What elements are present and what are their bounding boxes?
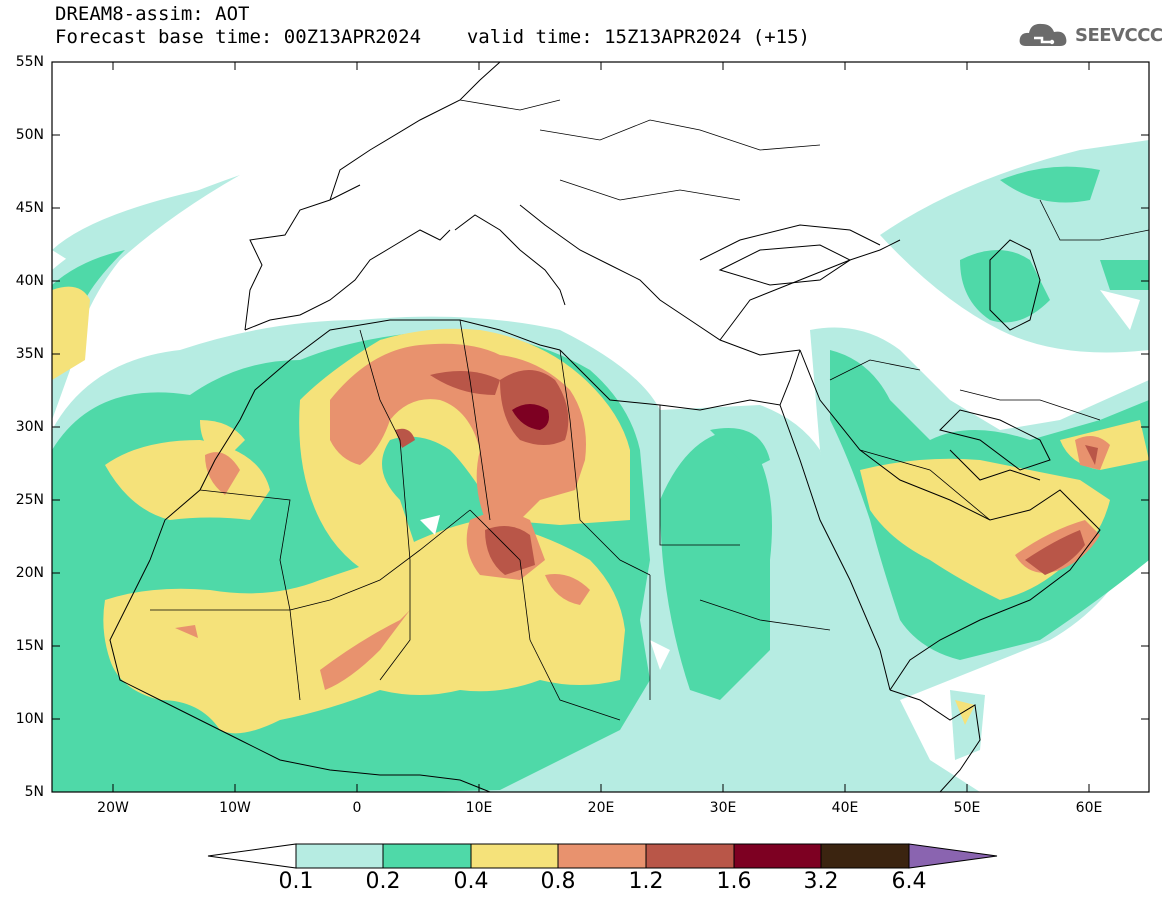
- lat-label-20n: 20N: [15, 565, 44, 581]
- lat-label-40n: 40N: [15, 273, 44, 289]
- lon-label-0: 0: [352, 800, 362, 816]
- cloud-icon: [1019, 23, 1067, 46]
- colorbar-segment-above: [908, 843, 998, 869]
- lat-label-30n: 30N: [15, 419, 44, 435]
- colorbar-segment-5: [645, 843, 735, 869]
- lon-label-40e: 40E: [831, 800, 859, 816]
- lon-label-20e: 20E: [587, 800, 615, 816]
- country-borders: [150, 99, 1150, 721]
- lon-label-20w: 20W: [97, 800, 129, 816]
- logo-text: SEEVCCC: [1075, 25, 1163, 46]
- lat-label-55n: 55N: [15, 54, 44, 70]
- colorbar-segment-3: [470, 843, 559, 869]
- colorbar-label-1.2: 1.2: [628, 869, 664, 894]
- lat-label-25n: 25N: [15, 492, 44, 508]
- lat-label-10n: 10N: [15, 711, 44, 727]
- colorbar-segment-1: [295, 843, 384, 869]
- lon-label-30e: 30E: [709, 800, 737, 816]
- lon-label-50e: 50E: [953, 800, 981, 816]
- colorbar-segment-6: [733, 843, 822, 869]
- colorbar-label-0.4: 0.4: [453, 869, 489, 894]
- colorbar: [207, 843, 998, 869]
- map-title: DREAM8-assim: AOT: [55, 3, 250, 25]
- lat-label-35n: 35N: [15, 346, 44, 362]
- lat-label-50n: 50N: [15, 127, 44, 143]
- valid-time-label: valid time: 15Z13APR2024 (+15): [466, 26, 810, 48]
- axis-ticks: [52, 61, 1149, 793]
- colorbar-label-0.1: 0.1: [278, 869, 314, 894]
- colorbar-segment-7: [820, 843, 910, 869]
- map-subtitle: Forecast base time: 00Z13APR2024 valid t…: [55, 26, 810, 48]
- clear-areas: [420, 290, 1140, 670]
- seevccc-logo: SEEVCCC: [1018, 18, 1163, 58]
- lon-label-10w: 10W: [219, 800, 251, 816]
- colorbar-label-1.6: 1.6: [716, 869, 752, 894]
- lat-label-5n: 5N: [24, 784, 44, 800]
- aot-field: [52, 62, 1149, 792]
- coastlines: [109, 61, 1101, 793]
- colorbar-label-0.2: 0.2: [365, 869, 401, 894]
- aot-level-1.6: [512, 404, 549, 430]
- lon-label-10e: 10E: [465, 800, 493, 816]
- colorbar-segment-4: [557, 843, 647, 869]
- lon-label-60e: 60E: [1075, 800, 1103, 816]
- colorbar-segment-2: [382, 843, 472, 869]
- base-time-label: Forecast base time: 00Z13APR2024: [55, 26, 422, 48]
- lat-label-45n: 45N: [15, 200, 44, 216]
- colorbar-label-0.8: 0.8: [540, 869, 576, 894]
- lat-label-15n: 15N: [15, 638, 44, 654]
- colorbar-segment-below: [207, 843, 297, 869]
- colorbar-label-3.2: 3.2: [803, 869, 839, 894]
- colorbar-label-6.4: 6.4: [891, 869, 927, 894]
